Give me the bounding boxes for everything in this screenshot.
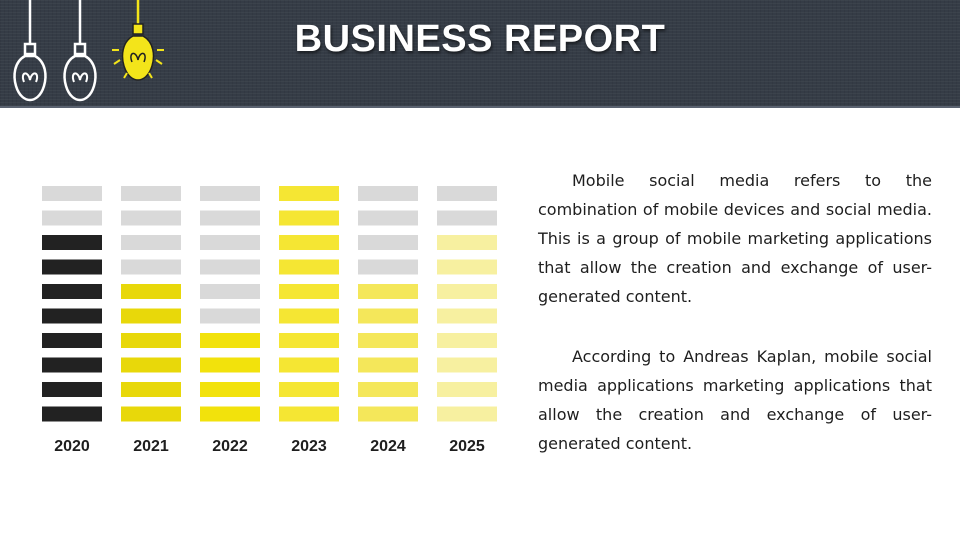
bar-segment-filled [42, 235, 102, 250]
bar-segment-empty [358, 235, 418, 250]
bar-segment-filled [358, 406, 418, 422]
bar-segment-filled [437, 333, 497, 348]
bar-segment-filled [200, 357, 260, 373]
bar-segment-filled [279, 235, 339, 250]
x-tick-label: 2023 [291, 438, 327, 455]
paragraph: Mobile social media refers to the combin… [538, 171, 932, 306]
header-banner: BUSINESS REPORT [0, 0, 960, 108]
bar-segment-empty [437, 210, 497, 226]
bar-segment-filled [279, 406, 339, 422]
segmented-bar-chart: 2020 2021 2022 2023 2024 2025 [42, 186, 497, 455]
bar-segment-filled [358, 308, 418, 324]
bar-segment-empty [200, 186, 260, 201]
bar-segment-filled [279, 333, 339, 348]
lightbulb-outline-icon [63, 0, 97, 102]
bar-segment-filled [358, 333, 418, 348]
bar-segment-filled [437, 406, 497, 422]
bar-segment-empty [200, 284, 260, 299]
bar-segment-filled [200, 333, 260, 348]
x-tick-label: 2025 [449, 438, 485, 455]
bar-segment-filled [42, 308, 102, 324]
bar-segment-empty [358, 259, 418, 275]
bar-segment-filled [437, 259, 497, 275]
bar-segment-empty [121, 210, 181, 226]
bar-segment-empty [121, 259, 181, 275]
description-text: Mobile social media refers to the combin… [538, 166, 932, 489]
bar-segment-filled [121, 406, 181, 422]
bar-segment-filled [42, 357, 102, 373]
bar-segment-empty [200, 259, 260, 275]
lightbulb-outline-icon [13, 0, 47, 102]
bar-segment-filled [437, 357, 497, 373]
page-title: BUSINESS REPORT [294, 18, 666, 60]
bar-segment-filled [200, 382, 260, 397]
x-tick-label: 2022 [212, 438, 248, 455]
bar-segment-filled [279, 210, 339, 226]
bar-segment-filled [121, 357, 181, 373]
bar-segment-filled [358, 357, 418, 373]
bar-segment-empty [358, 210, 418, 226]
bar-segment-empty [200, 308, 260, 324]
x-tick-label: 2020 [54, 438, 90, 455]
bar-segment-filled [279, 259, 339, 275]
bar-segment-filled [42, 333, 102, 348]
bar-segment-filled [279, 284, 339, 299]
bar-segment-empty [42, 186, 102, 201]
bar-segment-empty [121, 235, 181, 250]
lightbulb-decoration [13, 0, 164, 102]
bar-segment-empty [437, 186, 497, 201]
bar-segment-filled [279, 357, 339, 373]
bar-segment-empty [200, 235, 260, 250]
x-tick-label: 2021 [133, 438, 169, 455]
bar-segment-filled [358, 382, 418, 397]
bar-segment-filled [121, 284, 181, 299]
bar-segment-filled [279, 382, 339, 397]
bar-segment-filled [200, 406, 260, 422]
bar-segment-filled [121, 333, 181, 348]
bar-segment-filled [279, 308, 339, 324]
x-tick-label: 2024 [370, 438, 406, 455]
bar-segment-filled [42, 284, 102, 299]
bar-segment-filled [121, 308, 181, 324]
bar-segment-empty [358, 186, 418, 201]
bar-segment-empty [200, 210, 260, 226]
bar-segment-empty [121, 186, 181, 201]
bar-segment-filled [437, 382, 497, 397]
bar-segment-filled [437, 308, 497, 324]
bar-segment-filled [42, 406, 102, 422]
bar-segment-filled [121, 382, 181, 397]
bar-segment-empty [42, 210, 102, 226]
bar-segment-filled [358, 284, 418, 299]
bar-segment-filled [42, 382, 102, 397]
bar-segment-filled [42, 259, 102, 275]
paragraph: According to Andreas Kaplan, mobile soci… [538, 347, 932, 453]
lightbulb-lit-icon [112, 0, 164, 81]
bar-segment-filled [437, 235, 497, 250]
bar-segment-filled [279, 186, 339, 201]
bar-segment-filled [437, 284, 497, 299]
